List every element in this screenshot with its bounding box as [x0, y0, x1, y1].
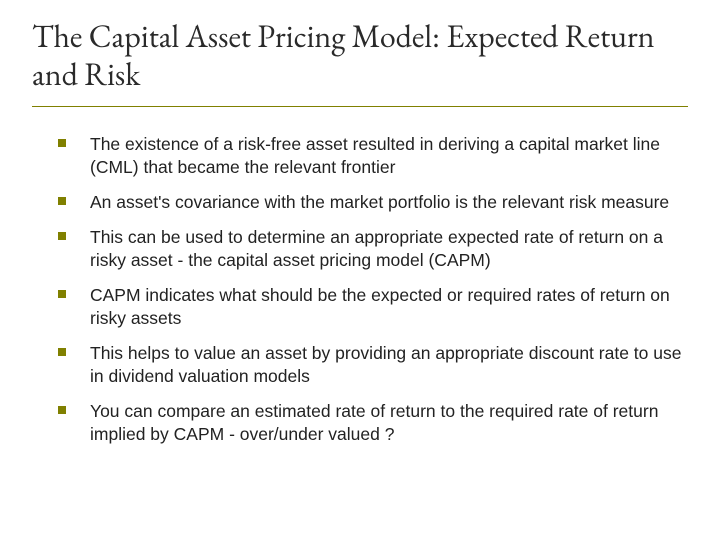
bullet-text: This helps to value an asset by providin…: [90, 343, 681, 386]
title-block: The Capital Asset Pricing Model: Expecte…: [32, 18, 688, 107]
list-item: An asset's covariance with the market po…: [58, 191, 688, 214]
bullet-text: An asset's covariance with the market po…: [90, 192, 669, 212]
list-item: This helps to value an asset by providin…: [58, 342, 688, 388]
square-bullet-icon: [58, 406, 66, 414]
square-bullet-icon: [58, 197, 66, 205]
bullet-text: CAPM indicates what should be the expect…: [90, 285, 670, 328]
square-bullet-icon: [58, 348, 66, 356]
slide-container: The Capital Asset Pricing Model: Expecte…: [0, 0, 720, 540]
square-bullet-icon: [58, 232, 66, 240]
list-item: You can compare an estimated rate of ret…: [58, 400, 688, 446]
list-item: CAPM indicates what should be the expect…: [58, 284, 688, 330]
bullet-text: This can be used to determine an appropr…: [90, 227, 663, 270]
slide-title: The Capital Asset Pricing Model: Expecte…: [32, 18, 688, 94]
bullet-text: The existence of a risk-free asset resul…: [90, 134, 660, 177]
bullet-list: The existence of a risk-free asset resul…: [32, 133, 688, 447]
bullet-text: You can compare an estimated rate of ret…: [90, 401, 658, 444]
list-item: The existence of a risk-free asset resul…: [58, 133, 688, 179]
square-bullet-icon: [58, 290, 66, 298]
square-bullet-icon: [58, 139, 66, 147]
list-item: This can be used to determine an appropr…: [58, 226, 688, 272]
